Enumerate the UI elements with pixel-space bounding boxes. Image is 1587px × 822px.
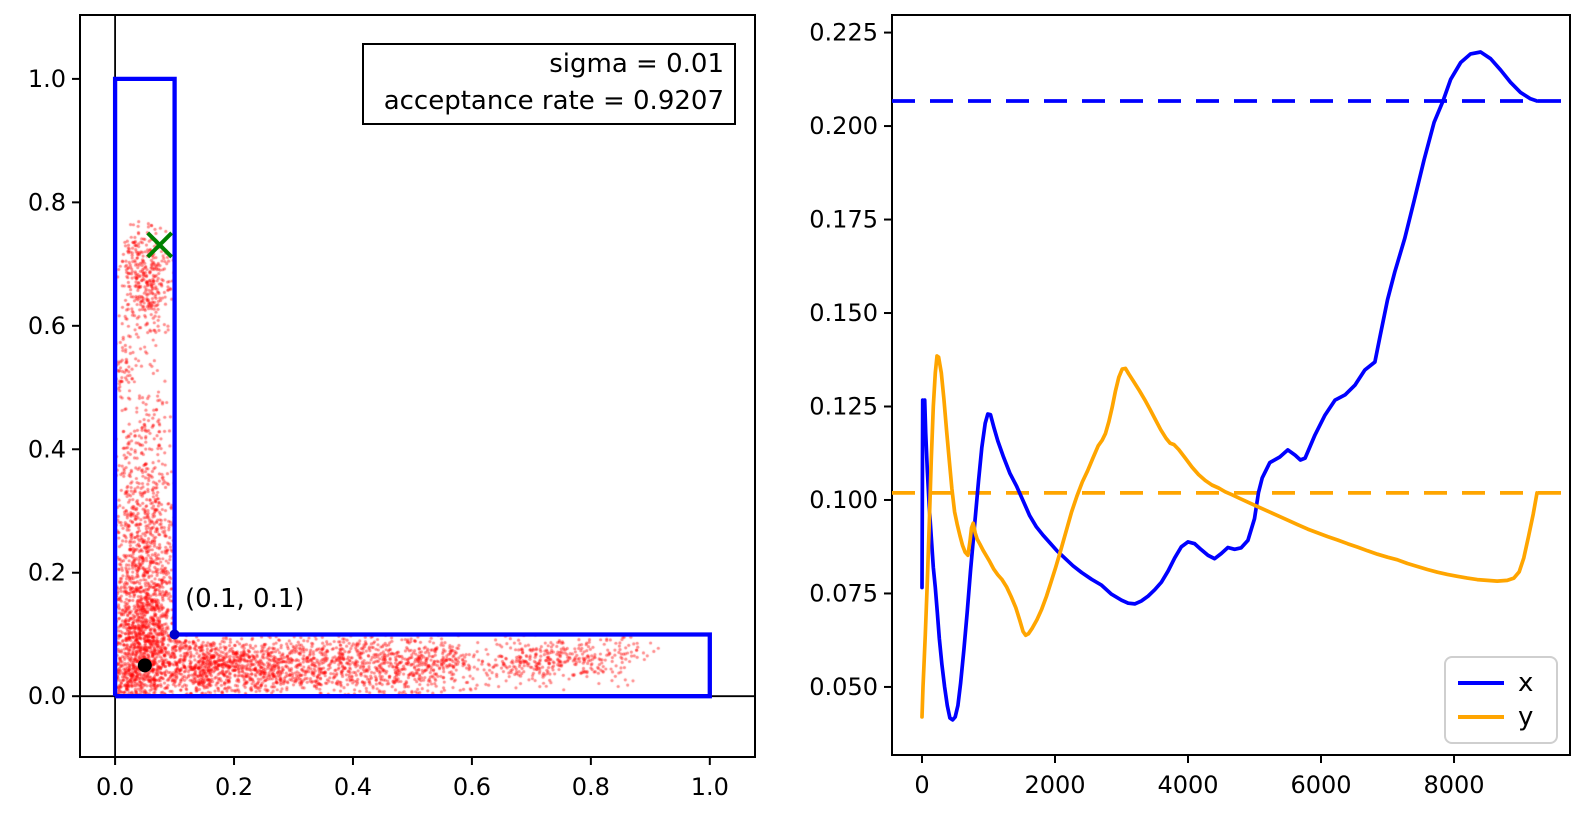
legend-swatch-x — [1458, 681, 1504, 685]
x-tick-label: 0.4 — [334, 773, 372, 801]
x-tick-label: 0.2 — [215, 773, 253, 801]
legend-swatch-y — [1458, 715, 1504, 719]
y-tick-label: 1.0 — [28, 65, 66, 93]
legend-label: x — [1518, 668, 1534, 698]
x-tick-label: 0.6 — [453, 773, 491, 801]
y-tick-label: 0.150 — [809, 299, 878, 327]
corner-point-marker — [169, 629, 180, 640]
mcmc-samples-scatter — [0, 0, 800, 822]
y-tick-label: 0.8 — [28, 188, 66, 216]
x-tick-label: 0.0 — [96, 773, 134, 801]
x-tick-label: 2000 — [1024, 771, 1085, 799]
y-tick-label: 0.225 — [809, 19, 878, 47]
x-tick-label: 8000 — [1423, 771, 1484, 799]
legend-label: y — [1518, 702, 1534, 732]
current-sample-x-marker — [146, 231, 174, 259]
y-tick-label: 0.4 — [28, 435, 66, 463]
legend-item-y: y — [1458, 704, 1544, 730]
y-tick-label: 0.075 — [809, 579, 878, 607]
y-tick-label: 0.0 — [28, 682, 66, 710]
y-tick-label: 0.125 — [809, 393, 878, 421]
corner-point-label: (0.1, 0.1) — [185, 584, 305, 614]
x-tick-label: 6000 — [1290, 771, 1351, 799]
axes-frame — [891, 14, 1571, 756]
y-tick-label: 0.200 — [809, 112, 878, 140]
running-mean-plot: 0 2000 4000 6000 8000 0.050 0.075 0.100 0.125 0.1… — [809, 14, 1571, 799]
domain-scatter-plot: 0.0 0.2 0.4 0.6 0.8 1.0 0.0 0.2 0.4 0.6 0.8 1.0 — [28, 14, 756, 801]
x-tick-label: 0 — [914, 771, 929, 799]
x-running-mean-line — [920, 50, 1539, 722]
sigma-text: sigma = 0.01 — [549, 49, 724, 79]
acceptance-rate-text: acceptance rate = 0.9207 — [383, 86, 724, 116]
x-tick-label: 0.8 — [572, 773, 610, 801]
y-running-mean-line — [920, 354, 1539, 719]
start-point-marker — [137, 658, 152, 673]
x-tick-label: 4000 — [1157, 771, 1218, 799]
y-tick-label: 0.175 — [809, 206, 878, 234]
y-tick-label: 0.6 — [28, 312, 66, 340]
y-tick-label: 0.2 — [28, 559, 66, 587]
y-tick-label: 0.050 — [809, 673, 878, 701]
x-tick-label: 1.0 — [691, 773, 729, 801]
legend-item-x: x — [1458, 670, 1544, 696]
stats-annotation-box: sigma = 0.01 acceptance rate = 0.9207 — [362, 43, 736, 125]
axes-frame — [79, 14, 756, 758]
y-tick-label: 0.100 — [809, 486, 878, 514]
